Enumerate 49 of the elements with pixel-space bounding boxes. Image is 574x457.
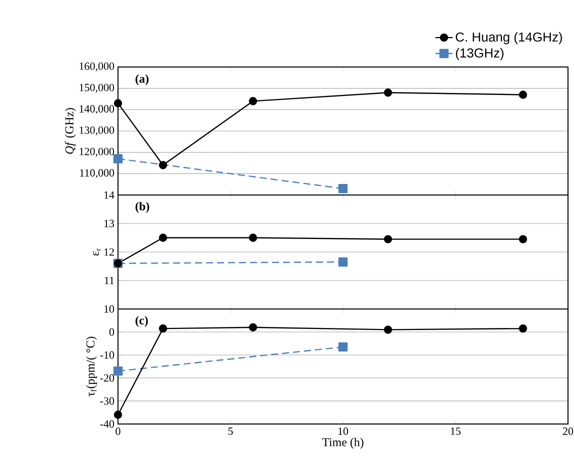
y-tick-label: 0 xyxy=(109,328,114,336)
annotation: (b) xyxy=(136,202,150,213)
y-tick-label: 130,000 xyxy=(80,126,114,136)
point xyxy=(338,184,348,194)
y-tick-label: 160,000 xyxy=(80,62,114,72)
point xyxy=(248,323,258,332)
annotation: (c) xyxy=(136,316,148,327)
y-tick-label: 140,000 xyxy=(80,105,114,114)
point xyxy=(158,161,168,170)
y-tick-label: -20 xyxy=(100,374,114,382)
y-tick-label: -40 xyxy=(100,420,114,428)
point xyxy=(248,97,258,106)
y-axis-title: ε$_{r}$ xyxy=(93,248,101,256)
point xyxy=(114,99,122,108)
y-tick-label: 11 xyxy=(104,276,114,284)
y-tick-label: 12 xyxy=(104,248,114,256)
y-tick-label: 10 xyxy=(104,305,114,313)
point xyxy=(518,90,528,99)
point xyxy=(384,88,392,97)
legend-label: C. Huang (14GHz) xyxy=(456,32,562,44)
point xyxy=(114,410,122,419)
y-tick-label: -30 xyxy=(100,397,114,405)
point xyxy=(518,324,528,333)
y-tick-label: 120,000 xyxy=(80,148,114,157)
annotation: (a) xyxy=(136,74,148,86)
legend-label: (13GHz) xyxy=(456,48,504,60)
point xyxy=(248,234,258,242)
x-tick-label: 20 xyxy=(562,428,574,435)
x-axis-title: Time (h) xyxy=(322,438,364,449)
point xyxy=(158,324,168,333)
point xyxy=(338,342,348,352)
x-tick-label: 10 xyxy=(338,428,348,435)
y-tick-label: -10 xyxy=(100,351,114,359)
point xyxy=(384,235,392,244)
y-tick-label: 13 xyxy=(104,220,114,228)
y-axis-title: Qf (GHz) xyxy=(64,108,76,154)
point xyxy=(113,366,123,376)
x-tick-label: 5 xyxy=(228,428,233,435)
y-tick-label: 110,000 xyxy=(80,169,114,178)
point xyxy=(158,234,168,242)
y-tick-label: 150,000 xyxy=(80,84,114,93)
point xyxy=(338,257,348,267)
x-tick-label: 0 xyxy=(116,428,120,435)
y-axis-title: τ$_{f}$(ppm/( °C) xyxy=(86,336,97,396)
point xyxy=(518,235,528,244)
point xyxy=(384,326,392,334)
y-tick-label: 14 xyxy=(104,191,114,199)
point xyxy=(113,154,123,164)
x-tick-label: 15 xyxy=(450,428,461,435)
